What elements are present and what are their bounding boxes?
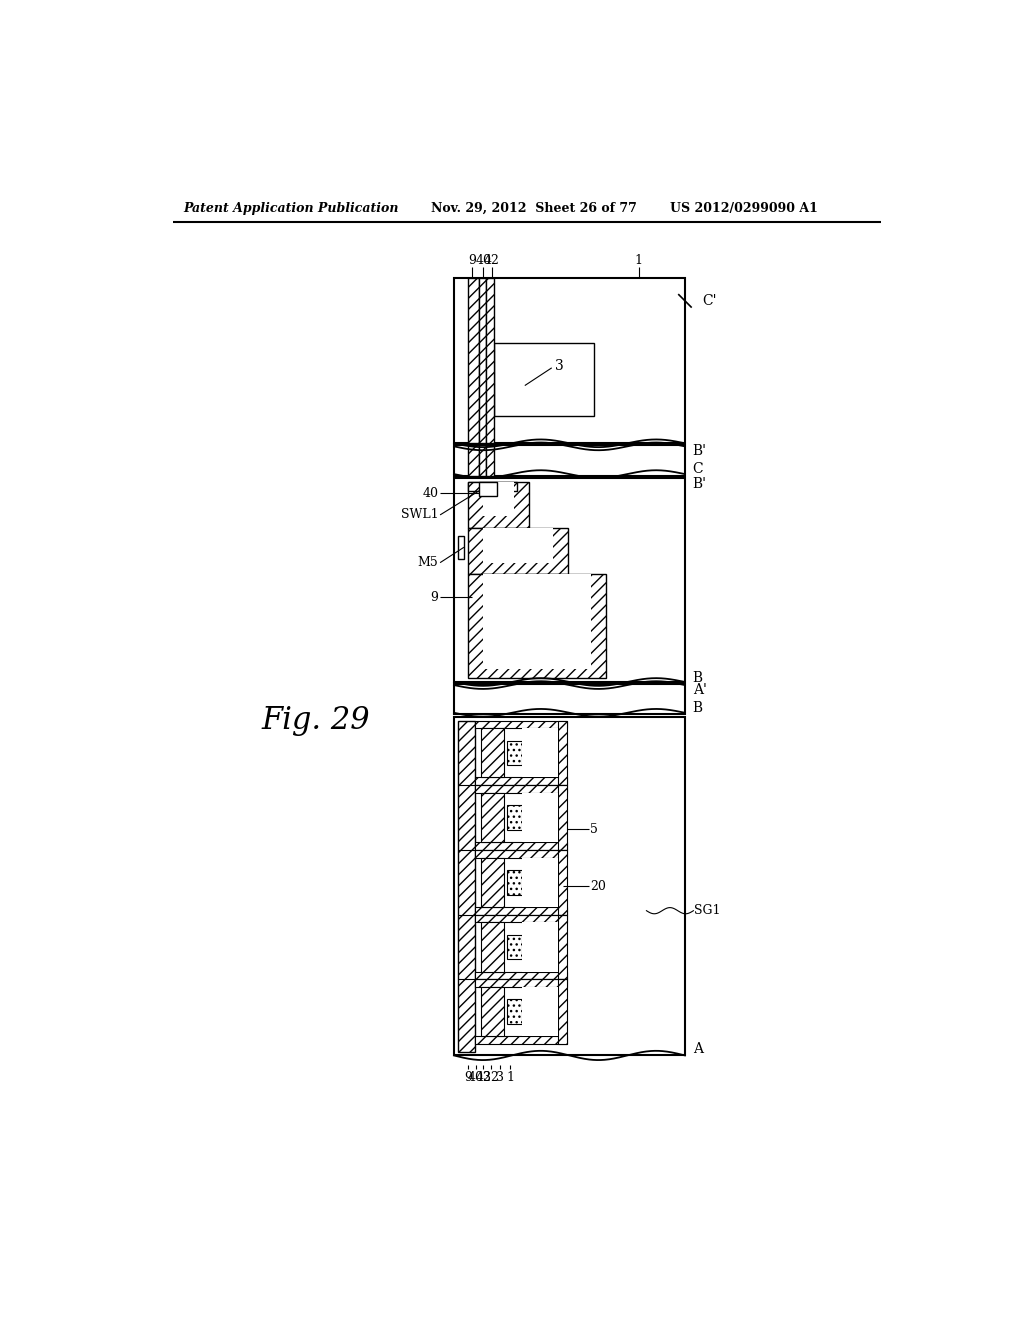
- Bar: [522, 987, 558, 1036]
- Bar: [481, 987, 504, 1036]
- Bar: [494, 343, 594, 416]
- Bar: [507, 741, 522, 766]
- Bar: [468, 574, 606, 678]
- Bar: [475, 721, 567, 729]
- Text: 3: 3: [555, 359, 564, 374]
- Bar: [483, 574, 591, 669]
- Text: 1: 1: [635, 255, 643, 268]
- Text: A: A: [692, 1043, 702, 1056]
- Text: 3: 3: [497, 1071, 504, 1084]
- Text: US 2012/0299090 A1: US 2012/0299090 A1: [670, 202, 817, 215]
- Bar: [475, 907, 567, 915]
- Text: 9: 9: [464, 1071, 472, 1084]
- Bar: [483, 482, 514, 516]
- Text: 42: 42: [483, 255, 500, 268]
- Text: B': B': [692, 444, 707, 458]
- Bar: [481, 858, 504, 907]
- Text: 5: 5: [590, 822, 598, 836]
- Bar: [475, 979, 567, 987]
- Text: SWL1: SWL1: [401, 508, 438, 521]
- Text: 40: 40: [468, 1071, 483, 1084]
- Bar: [507, 935, 522, 960]
- Bar: [468, 528, 568, 574]
- Bar: [483, 528, 553, 562]
- Bar: [481, 793, 504, 842]
- Bar: [522, 729, 558, 777]
- Bar: [454, 684, 685, 714]
- Text: A': A': [692, 682, 707, 697]
- Bar: [475, 850, 567, 858]
- Text: 20: 20: [590, 879, 606, 892]
- Bar: [454, 717, 685, 1056]
- Text: 1: 1: [506, 1071, 514, 1084]
- Bar: [475, 785, 567, 793]
- Bar: [458, 721, 475, 1052]
- Text: C': C': [701, 294, 717, 308]
- Text: B: B: [692, 671, 702, 685]
- Bar: [454, 445, 685, 475]
- Text: 9: 9: [431, 591, 438, 603]
- Bar: [486, 445, 494, 475]
- Bar: [478, 482, 497, 496]
- Text: 9: 9: [469, 255, 476, 268]
- Text: 40: 40: [475, 255, 492, 268]
- Bar: [522, 923, 558, 972]
- Bar: [558, 915, 567, 979]
- Bar: [507, 870, 522, 895]
- Bar: [507, 805, 522, 830]
- Text: 32: 32: [483, 1071, 499, 1084]
- Bar: [481, 923, 504, 972]
- Bar: [468, 482, 517, 491]
- Text: 42: 42: [475, 1071, 492, 1084]
- Bar: [558, 785, 567, 850]
- Bar: [475, 1036, 567, 1044]
- Bar: [458, 536, 464, 558]
- Bar: [475, 777, 567, 785]
- Text: B': B': [692, 477, 707, 491]
- Bar: [486, 277, 494, 444]
- Text: 40: 40: [423, 487, 438, 500]
- Text: B: B: [692, 701, 702, 715]
- Bar: [475, 842, 567, 850]
- Text: C: C: [692, 462, 703, 477]
- Bar: [478, 277, 486, 444]
- Bar: [558, 721, 567, 785]
- Bar: [481, 729, 504, 777]
- Bar: [454, 478, 685, 682]
- Text: Nov. 29, 2012  Sheet 26 of 77: Nov. 29, 2012 Sheet 26 of 77: [431, 202, 637, 215]
- Bar: [468, 482, 529, 528]
- Bar: [475, 915, 567, 923]
- Bar: [522, 793, 558, 842]
- Bar: [558, 979, 567, 1044]
- Bar: [507, 999, 522, 1024]
- Bar: [522, 858, 558, 907]
- Bar: [478, 445, 486, 475]
- Bar: [454, 277, 685, 444]
- Bar: [468, 445, 478, 475]
- Text: Fig. 29: Fig. 29: [261, 705, 370, 737]
- Bar: [558, 850, 567, 915]
- Text: M5: M5: [418, 556, 438, 569]
- Text: SG1: SG1: [694, 904, 721, 917]
- Bar: [475, 972, 567, 979]
- Bar: [468, 277, 478, 444]
- Text: Patent Application Publication: Patent Application Publication: [183, 202, 398, 215]
